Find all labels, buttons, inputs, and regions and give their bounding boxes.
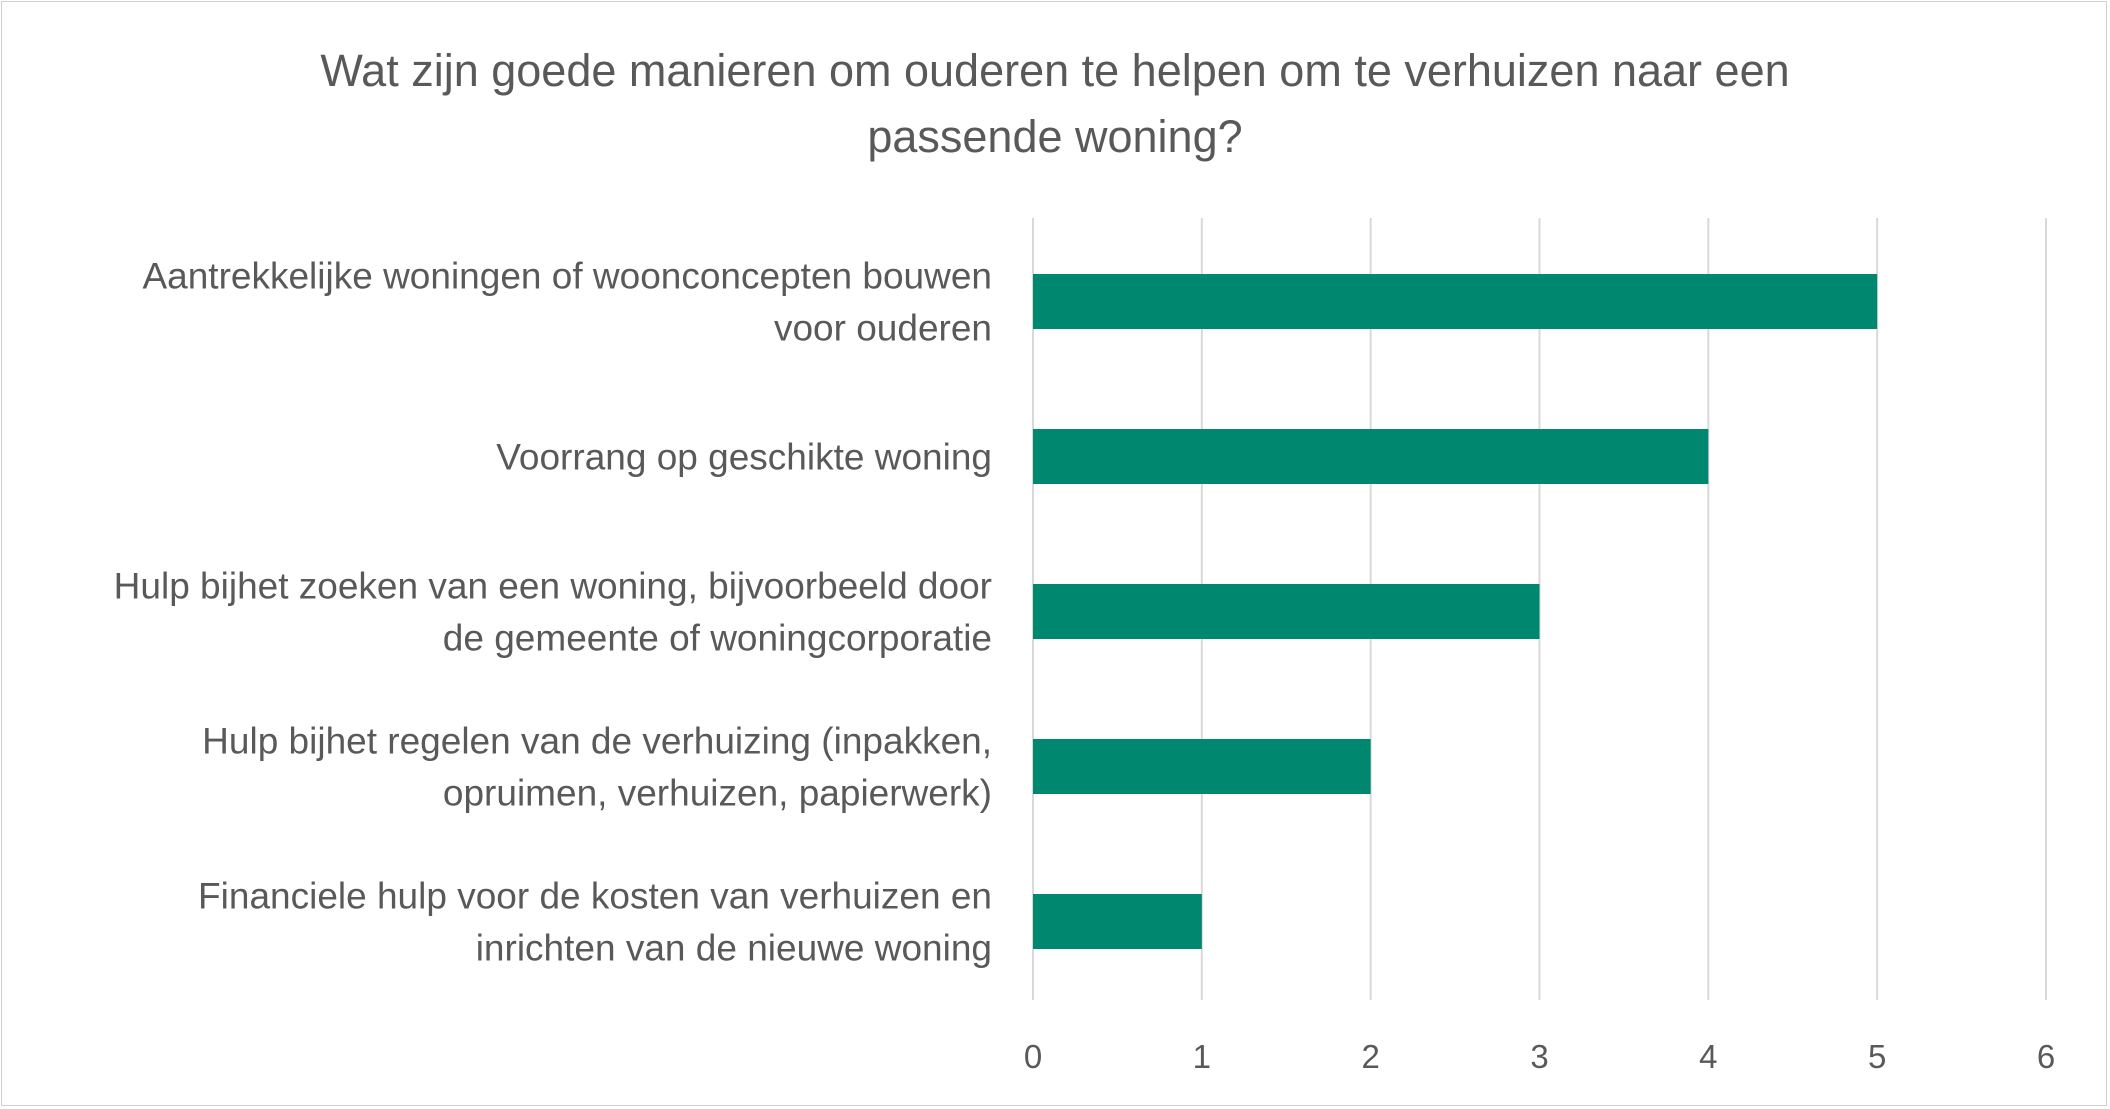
category-label-line: opruimen, verhuizen, papierwerk) (443, 773, 992, 814)
category-label-line: inrichten van de nieuwe woning (476, 928, 992, 969)
category-label-line: de gemeente of woningcorporatie (443, 618, 992, 659)
category-label-line: Hulp bijhet zoeken van een woning, bijvo… (114, 566, 992, 607)
bar (1033, 739, 1371, 794)
category-label-line: voor ouderen (774, 308, 992, 349)
bar (1033, 429, 1709, 484)
x-tick-label: 0 (1024, 1038, 1042, 1075)
bar (1033, 274, 1878, 329)
x-tick-label: 1 (1193, 1038, 1211, 1075)
category-label: Voorrang op geschikte woning (496, 437, 992, 478)
x-tick-label: 2 (1361, 1038, 1379, 1075)
category-label-line: Voorrang op geschikte woning (496, 437, 992, 478)
bar (1033, 584, 1540, 639)
category-label: Hulp bijhet zoeken van een woning, bijvo… (114, 566, 992, 659)
category-label: Financiele hulp voor de kosten van verhu… (198, 876, 992, 969)
category-label: Hulp bijhet regelen van de verhuizing (i… (202, 721, 992, 814)
bar (1033, 894, 1202, 949)
category-label-line: Hulp bijhet regelen van de verhuizing (i… (202, 721, 992, 762)
category-label: Aantrekkelijke woningen of woonconcepten… (142, 256, 992, 349)
x-tick-label: 5 (1868, 1038, 1886, 1075)
x-tick-label: 3 (1530, 1038, 1548, 1075)
x-tick-label: 4 (1699, 1038, 1717, 1075)
category-label-line: Financiele hulp voor de kosten van verhu… (198, 876, 992, 917)
x-tick-label: 6 (2037, 1038, 2055, 1075)
category-label-line: Aantrekkelijke woningen of woonconcepten… (142, 256, 992, 297)
chart-title: Wat zijn goede manieren om ouderen te he… (320, 45, 1790, 162)
